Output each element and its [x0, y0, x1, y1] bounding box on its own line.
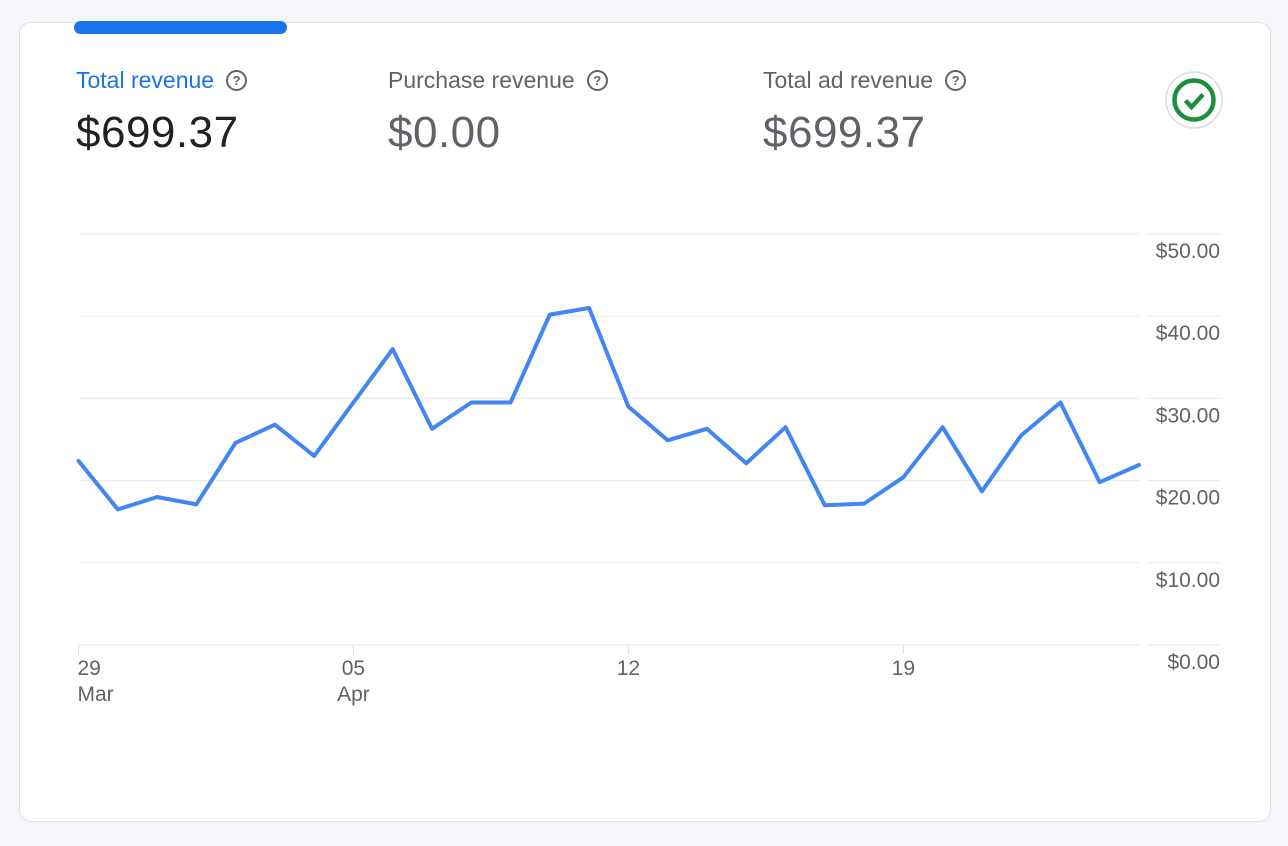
y-axis-label: $50.00 [1156, 240, 1220, 263]
metric-tab-total-ad-revenue[interactable]: Total ad revenue ? $699.37 [763, 66, 967, 158]
y-axis-label: $30.00 [1156, 404, 1220, 427]
y-axis-label: $0.00 [1167, 651, 1220, 674]
x-axis-label: 12 [617, 657, 640, 680]
y-axis-label: $20.00 [1156, 487, 1220, 510]
metric-label: Total revenue [76, 67, 215, 93]
metric-value: $699.37 [763, 108, 926, 157]
help-circle-icon[interactable]: ? [945, 69, 967, 91]
data-quality-check-button[interactable] [1165, 71, 1223, 129]
metric-tab-total-revenue[interactable]: Total revenue ? $699.37 [76, 66, 248, 158]
x-axis-label-month: Apr [337, 683, 370, 706]
x-axis-label: 29 [78, 657, 101, 680]
metric-label: Purchase revenue [388, 67, 575, 93]
x-axis-label-month: Mar [78, 683, 114, 706]
y-axis-label: $10.00 [1156, 569, 1220, 592]
check-circle-icon [1165, 71, 1223, 129]
selected-metric-tab-indicator [74, 21, 287, 34]
metric-value: $699.37 [76, 108, 239, 157]
metric-label: Total ad revenue [763, 67, 934, 93]
help-circle-icon[interactable]: ? [586, 69, 608, 91]
help-circle-icon[interactable]: ? [226, 69, 248, 91]
metric-tab-purchase-revenue[interactable]: Purchase revenue ? $0.00 [388, 66, 608, 158]
metric-value: $0.00 [388, 108, 501, 157]
x-axis-label: 05 [342, 657, 365, 680]
revenue-series-line [76, 306, 1141, 512]
x-axis-label: 19 [892, 657, 915, 680]
y-axis-label: $40.00 [1156, 322, 1220, 345]
